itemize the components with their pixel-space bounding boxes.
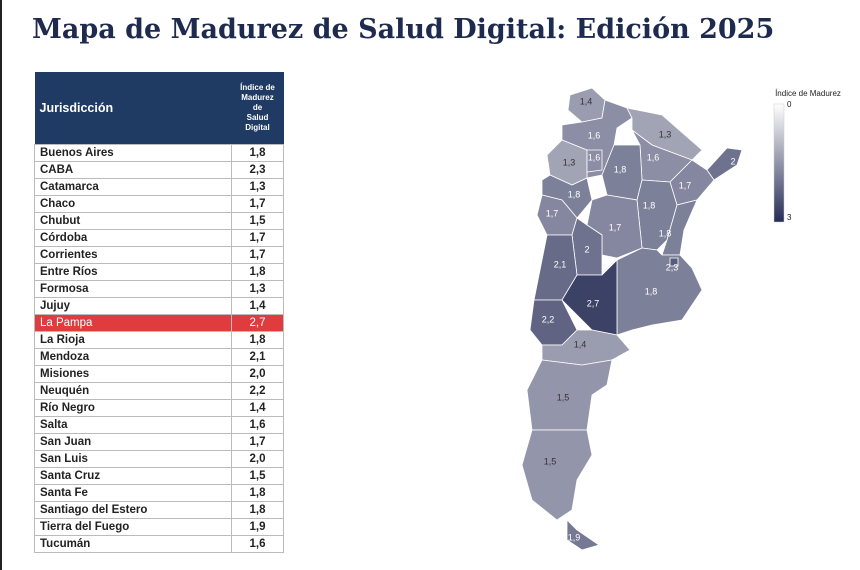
- table-row: Formosa 1,3: [34, 280, 284, 298]
- name-cell: Tucumán: [34, 535, 232, 553]
- region-label: 1,5: [557, 392, 570, 402]
- region-label: 2,7: [587, 298, 600, 308]
- region-label: 2: [730, 156, 735, 166]
- name-cell: Santa Fe: [34, 484, 232, 502]
- value-cell: 1,6: [231, 535, 284, 553]
- region-label: 1,5: [544, 456, 557, 466]
- region-label: 1,6: [647, 152, 660, 162]
- region-label: 2,2: [542, 314, 555, 324]
- table-row: Corrientes 1,7: [34, 246, 284, 264]
- region-label: 1,7: [679, 180, 692, 190]
- table: Jurisdicción Índice de Madurez de Salud Dig…: [34, 72, 284, 553]
- region-label: 1,9: [568, 532, 581, 542]
- value-cell: 2,2: [231, 382, 284, 400]
- table-row: CABA 2,3: [34, 161, 284, 179]
- value-cell: 1,8: [231, 331, 284, 349]
- region-label: 2,3: [666, 262, 679, 272]
- name-cell: Santa Cruz: [34, 467, 232, 485]
- region: [526, 359, 613, 431]
- header-line: Madurez de: [241, 93, 274, 112]
- title: Mapa de Madurez de Salud Digital: Edició…: [32, 14, 775, 45]
- header-line: Salud: [246, 113, 269, 122]
- region-label: 1,7: [546, 208, 559, 218]
- region-label: 1,4: [574, 339, 587, 349]
- region-label: 1,8: [643, 200, 656, 210]
- region: [566, 519, 600, 551]
- name-cell: Santiago del Estero: [34, 501, 232, 519]
- legend-tick: 0: [787, 100, 792, 109]
- header-line: Digital: [245, 123, 270, 132]
- region-label: 1,8: [568, 189, 581, 199]
- region-label: 1,6: [588, 130, 601, 140]
- value-cell: 2,7: [231, 314, 284, 332]
- value-cell: 1,5: [231, 212, 284, 230]
- region-label: 1,8: [645, 286, 658, 296]
- table-row: Santiago del Estero 1,8: [34, 501, 284, 519]
- region: [616, 247, 703, 336]
- region-label: 1,7: [609, 222, 622, 232]
- value-cell: 1,4: [231, 399, 284, 417]
- value-cell: 1,7: [231, 229, 284, 247]
- table-row: Salta 1,6: [34, 416, 284, 434]
- table-row: Santa Cruz 1,5: [34, 467, 284, 485]
- table-row: Tierra del Fuego 1,9: [34, 518, 284, 536]
- table-row: Mendoza 2,1: [34, 348, 284, 366]
- legend-bar: [773, 103, 785, 223]
- table-row: San Luis 2,0: [34, 450, 284, 468]
- region: [541, 329, 631, 366]
- legend-title: Índice de Madurez: [775, 89, 841, 98]
- value-cell: 1,8: [231, 144, 284, 162]
- value-cell: 1,4: [231, 297, 284, 315]
- region: [586, 149, 603, 173]
- col-header: Índice de Madurez de Salud Digital: [231, 72, 284, 145]
- region-label: 1,8: [614, 164, 627, 174]
- region-label: 1,8: [659, 228, 672, 238]
- header-line: Índice de: [240, 83, 275, 92]
- region-label: 1,4: [580, 96, 593, 106]
- value-cell: 1,8: [231, 501, 284, 519]
- region: [706, 147, 743, 181]
- region-label: 1,3: [563, 157, 576, 167]
- region: [521, 429, 593, 521]
- region: [669, 257, 679, 267]
- table-row: Santa Fe 1,8: [34, 484, 284, 502]
- region-label: 2,1: [554, 259, 567, 269]
- region-label: 2: [584, 244, 589, 254]
- name-cell: Catamarca: [34, 178, 232, 196]
- name-cell: CABA: [34, 161, 232, 179]
- col-header: Jurisdicción: [34, 72, 232, 145]
- region-label: 1,3: [659, 129, 672, 139]
- table-row: Entre Ríos 1,8: [34, 263, 284, 281]
- value-cell: 1,3: [231, 280, 284, 298]
- value-cell: 1,9: [231, 518, 284, 536]
- table-row: Jujuy 1,4: [34, 297, 284, 315]
- table-row: Tucumán 1,6: [34, 535, 284, 553]
- legend-tick: 3: [787, 213, 792, 222]
- region-label: 1,6: [588, 152, 601, 162]
- table-row: Catamarca 1,3: [34, 178, 284, 196]
